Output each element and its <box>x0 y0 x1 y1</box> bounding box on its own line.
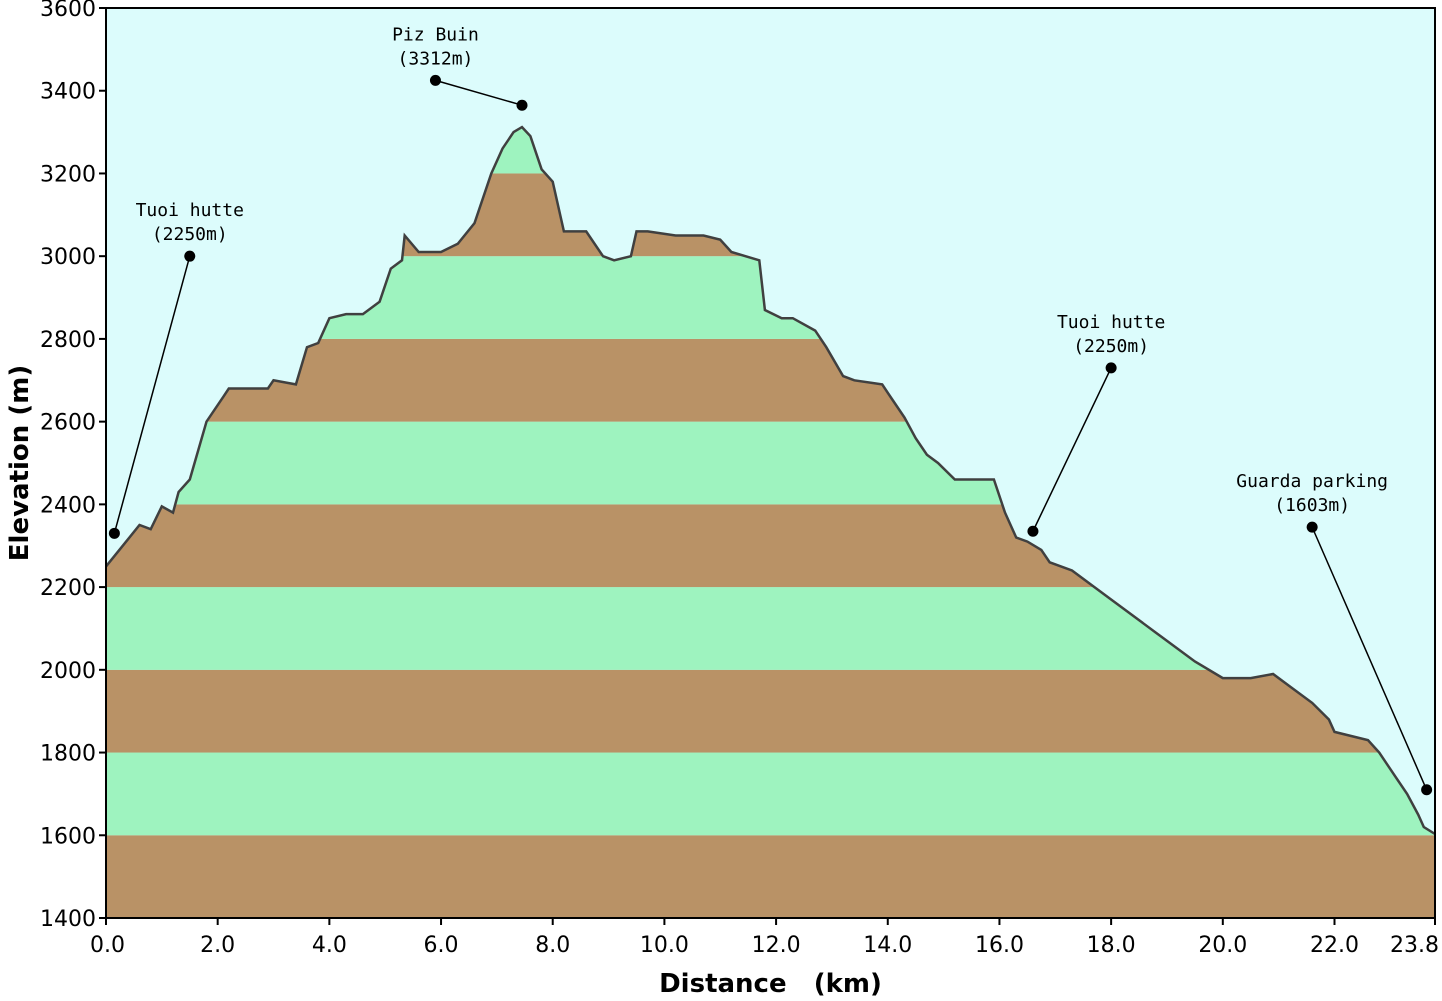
y-tick-label: 3200 <box>40 162 96 187</box>
y-tick-label: 3600 <box>40 0 96 22</box>
y-tick-label: 2400 <box>40 493 96 518</box>
annotation-elevation: (2250m) <box>152 224 228 245</box>
x-tick-label: 12.0 <box>752 933 801 958</box>
annotation: Tuoi hutte (2250m) <box>108 200 244 539</box>
x-axis-title: Distance (km) <box>659 969 882 999</box>
x-tick-label: 14.0 <box>863 933 912 958</box>
annotation-leader <box>435 79 523 106</box>
x-tick-label: 4.0 <box>312 933 347 958</box>
y-tick-label: 1800 <box>40 742 96 767</box>
annotation: Piz Buin (3312m) <box>392 24 528 111</box>
annotations: Tuoi hutte (2250m) Piz Buin (3312m) Tuoi hut… <box>108 24 1433 796</box>
annotation-dot <box>429 74 441 86</box>
elevation-band <box>106 669 1435 753</box>
profile-outline <box>105 125 1436 836</box>
annotation-elevation: (1603m) <box>1274 495 1350 516</box>
x-tick-label: 2.0 <box>200 933 235 958</box>
annotation-label: Tuoi hutte <box>1057 312 1165 333</box>
x-tick-label: 0.0 <box>90 933 125 958</box>
x-axis: 0.0 2.0 4.0 6.0 8.0 10.0 12.0 14.0 16.0 18.0 20.0 2… <box>90 918 1439 958</box>
elevation-band <box>106 835 1435 918</box>
annotation-dot <box>108 527 120 539</box>
annotation-dot <box>1027 525 1039 537</box>
annotation-elevation: (3312m) <box>398 48 474 69</box>
annotation-leader <box>1311 526 1428 791</box>
annotation-label: Piz Buin <box>392 24 479 45</box>
elevation-band <box>106 752 1435 836</box>
annotation: Tuoi hutte (2250m) <box>1027 312 1165 537</box>
y-tick-label: 2800 <box>40 328 96 353</box>
x-tick-label: 10.0 <box>640 933 689 958</box>
y-tick-label: 1400 <box>40 907 96 932</box>
y-axis-title: Elevation (m) <box>5 365 35 561</box>
annotation-dot <box>1421 784 1433 796</box>
x-tick-label: 6.0 <box>424 933 459 958</box>
annotation-dot <box>184 250 196 262</box>
x-tick-label: 20.0 <box>1198 933 1247 958</box>
annotation-dot <box>1105 362 1117 374</box>
x-tick-label: 23.8 <box>1390 933 1439 958</box>
x-tick-label: 22.0 <box>1310 933 1359 958</box>
y-tick-label: 2000 <box>40 659 96 684</box>
annotation-leader <box>113 255 191 534</box>
annotation-label: Tuoi hutte <box>136 200 244 221</box>
x-tick-label: 8.0 <box>535 933 570 958</box>
annotation-leader <box>1032 367 1112 532</box>
x-tick-label: 18.0 <box>1087 933 1136 958</box>
x-tick-label: 16.0 <box>975 933 1024 958</box>
y-tick-label: 2600 <box>40 411 96 436</box>
annotation-dot <box>1306 521 1318 533</box>
y-axis: 1400 1600 1800 2000 2200 2400 2600 2800 3000 3200… <box>40 0 106 932</box>
annotation: Guarda parking (1603m) <box>1236 471 1433 796</box>
plot-frame <box>105 7 1436 919</box>
y-tick-label: 2200 <box>40 576 96 601</box>
y-tick-label: 3000 <box>40 245 96 270</box>
annotation-label: Guarda parking <box>1236 471 1388 492</box>
annotation-dot <box>516 99 528 111</box>
annotation-elevation: (2250m) <box>1073 336 1149 357</box>
y-tick-label: 1600 <box>40 824 96 849</box>
y-tick-label: 3400 <box>40 80 96 105</box>
